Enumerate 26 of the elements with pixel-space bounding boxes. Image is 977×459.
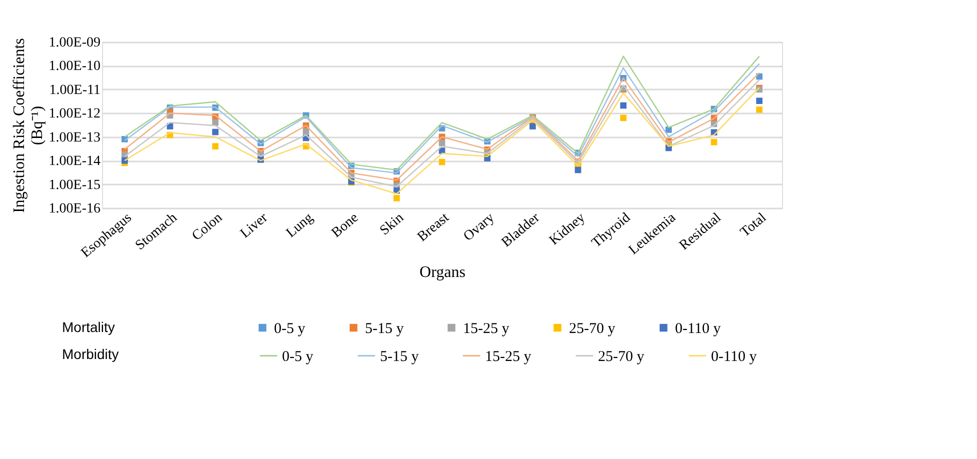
y-tick-label: 1.00E-09 [48, 36, 100, 50]
y-tick-label: 1.00E-15 [48, 178, 100, 193]
x-axis-title: Organs [420, 264, 466, 282]
y-tick-label: 1.00E-10 [48, 59, 100, 74]
text: Morbidity [62, 346, 119, 362]
y-tick-label: 1.00E-11 [49, 82, 100, 98]
legend-label: 0-110 y [711, 348, 758, 365]
legend-label: 15-25 y [485, 348, 532, 365]
legend-label: 5-15 y [380, 348, 420, 365]
legend-label: 25-70 y [598, 348, 645, 365]
x-tick-label: Lung [284, 210, 316, 241]
y-axis-title: Ingestion Risk Coefficients (Bq⁻¹) [10, 38, 46, 213]
legend-label: 0-110 y [675, 320, 722, 337]
legend-label: 15-25 y [463, 320, 510, 337]
legend-label: 25-70 y [569, 320, 616, 337]
text: Mortality [62, 319, 115, 335]
legend-label: 5-15 y [365, 320, 404, 337]
x-tick-label: Skin [377, 210, 407, 238]
y-tick-label: 1.00E-14 [48, 154, 100, 170]
y-tick-label: 1.00E-12 [48, 106, 100, 122]
legend-label: 0-5 y [282, 348, 314, 365]
x-tick-label: Total [738, 210, 770, 240]
legend-label: 0-5 y [274, 320, 306, 337]
x-tick-label: Bone [329, 210, 362, 241]
y-tick-label: 1.00E-13 [48, 130, 100, 146]
y-tick-label: 1.00E-16 [48, 202, 100, 216]
